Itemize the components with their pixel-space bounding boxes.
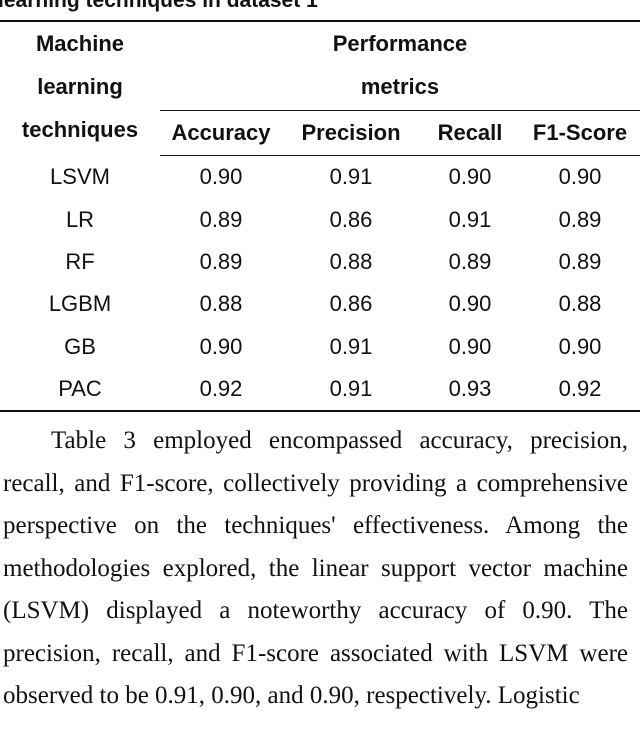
accuracy-cell: 0.90 [199, 333, 243, 359]
header-line-2: learning [37, 74, 123, 99]
table-row: LSVM 0.90 0.91 0.90 0.90 [0, 156, 640, 199]
group-header-line-2: metrics [360, 74, 440, 99]
accuracy-cell: 0.92 [160, 367, 282, 413]
precision-cell: 0.86 [329, 206, 373, 232]
recall-cell: 0.90 [448, 333, 492, 359]
table-row: GB 0.90 0.91 0.90 0.90 [0, 326, 640, 368]
recall-cell: 0.90 [448, 164, 492, 190]
recall-cell: 0.90 [448, 291, 492, 317]
recall-header: Recall [420, 110, 520, 156]
table-row: LGBM 0.88 0.86 0.90 0.88 [0, 283, 640, 325]
header-line-3: techniques [21, 117, 139, 142]
table-row: PAC 0.92 0.91 0.93 0.92 [0, 367, 640, 413]
precision-cell: 0.86 [329, 291, 373, 317]
accuracy-cell: 0.89 [199, 206, 243, 232]
f1-score-cell: 0.90 [558, 164, 602, 190]
f1-score-cell: 0.89 [558, 248, 602, 274]
f1-score-cell: 0.89 [558, 206, 602, 232]
accuracy-header: Accuracy [160, 110, 282, 156]
accuracy-cell: 0.90 [199, 164, 243, 190]
recall-cell: 0.93 [420, 367, 520, 413]
body-paragraph: Table 3 employed encompassed accuracy, p… [3, 427, 628, 709]
recall-cell: 0.91 [448, 206, 492, 232]
f1-score-cell: 0.92 [520, 367, 640, 413]
precision-cell: 0.91 [282, 367, 420, 413]
f1-score-cell: 0.90 [558, 333, 602, 359]
technique-cell: GB [64, 333, 96, 359]
precision-header: Precision [282, 110, 420, 156]
precision-cell: 0.91 [329, 164, 373, 190]
technique-cell: LGBM [48, 291, 112, 317]
technique-cell: RF [65, 248, 95, 274]
technique-cell: LSVM [50, 163, 110, 189]
technique-cell: LR [65, 206, 95, 232]
f1-score-header: F1-Score [520, 110, 640, 156]
technique-column-header: Machine learning techniques [0, 20, 160, 156]
group-header-line-1: Performance [332, 31, 468, 56]
f1-score-cell: 0.88 [558, 291, 602, 317]
technique-cell: PAC [0, 367, 160, 413]
table-row: RF 0.89 0.88 0.89 0.89 [0, 241, 640, 283]
recall-cell: 0.89 [448, 248, 492, 274]
results-table: Machine learning techniques Performance … [0, 20, 640, 413]
performance-metrics-header: Performance metrics [160, 20, 640, 111]
table-caption: learning techniques in dataset 1 [0, 0, 318, 12]
precision-cell: 0.91 [329, 333, 373, 359]
precision-cell: 0.88 [329, 248, 373, 274]
accuracy-cell: 0.88 [199, 291, 243, 317]
header-line-1: Machine [35, 31, 125, 56]
accuracy-cell: 0.89 [199, 248, 243, 274]
table-row: LR 0.89 0.86 0.91 0.89 [0, 198, 640, 240]
